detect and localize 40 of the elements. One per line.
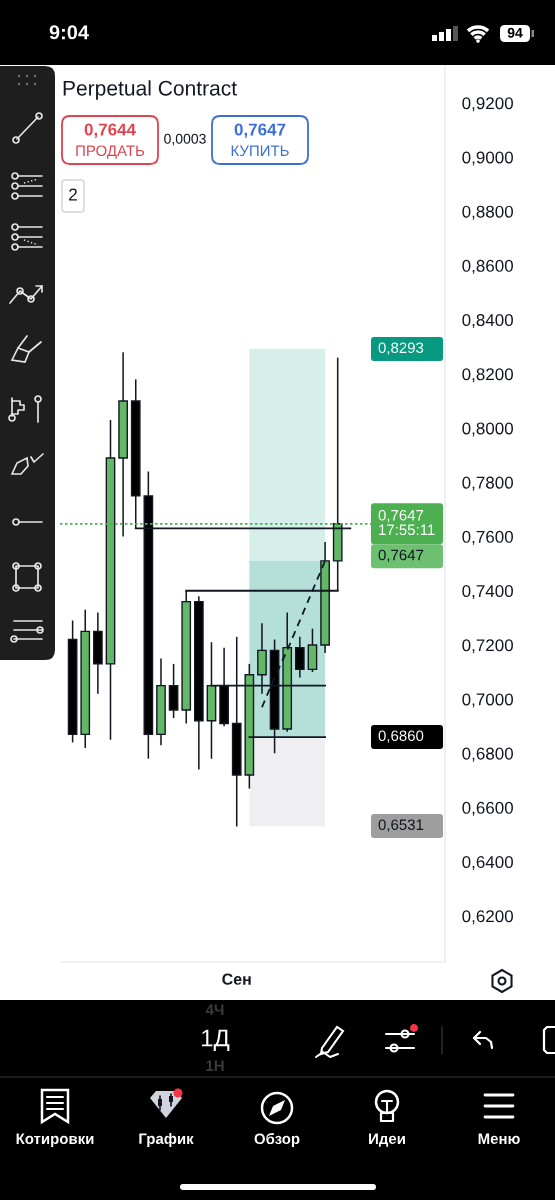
y-tick-label: 0,6400: [462, 856, 513, 871]
annotation: 2: [69, 188, 77, 201]
text: Perpetual Contract: [63, 80, 237, 100]
y-tick-label: 0,8200: [462, 368, 513, 383]
text: График: [139, 1133, 194, 1147]
y-tick-label: 0,9000: [462, 151, 513, 166]
y-tick-label: 0,6800: [462, 747, 513, 762]
y-tick-label: 0,7600: [462, 530, 513, 545]
annotation: 0,6860: [378, 730, 424, 743]
text: 94: [507, 27, 523, 38]
annotation: 0,7644: [84, 123, 136, 139]
text: 1Н: [206, 1060, 224, 1071]
text: Обзор: [254, 1132, 300, 1148]
annotation: 0,7647: [234, 123, 286, 139]
annotation: ПРОДАТЬ: [76, 145, 145, 159]
y-tick-label: 0,6200: [462, 910, 513, 925]
y-tick-label: 0,8000: [462, 422, 513, 437]
y-tick-label: 0,7800: [462, 476, 513, 491]
candlestick: [294, 636, 305, 679]
x-tick-label: Сен: [222, 973, 251, 985]
text: 4Ч: [205, 1004, 224, 1015]
y-tick-label: 0,7200: [462, 639, 513, 654]
y-tick-label: 0,7400: [462, 585, 513, 600]
text: Идеи: [369, 1133, 405, 1147]
ref-line-label: 0,7647 17:55:11: [378, 509, 435, 536]
y-tick-label: 0,7000: [462, 693, 513, 708]
annotation: КУПИТЬ: [231, 145, 289, 157]
y-tick-label: 0,8800: [462, 205, 513, 220]
annotation: 0,0003: [164, 133, 206, 146]
annotation: 0,8293: [378, 342, 424, 355]
y-tick-label: 0,8400: [462, 314, 513, 329]
text: 9:04: [49, 25, 89, 40]
text: Меню: [478, 1133, 520, 1145]
y-tick-label: 0,6600: [462, 801, 513, 816]
y-tick-label: 0,9200: [462, 97, 513, 112]
text: Котировки: [16, 1133, 94, 1147]
y-tick-label: 0,8600: [462, 259, 513, 274]
annotation: 0,6531: [378, 819, 424, 832]
text: 1Д: [202, 1029, 230, 1051]
annotation: 0,7647: [378, 549, 424, 563]
